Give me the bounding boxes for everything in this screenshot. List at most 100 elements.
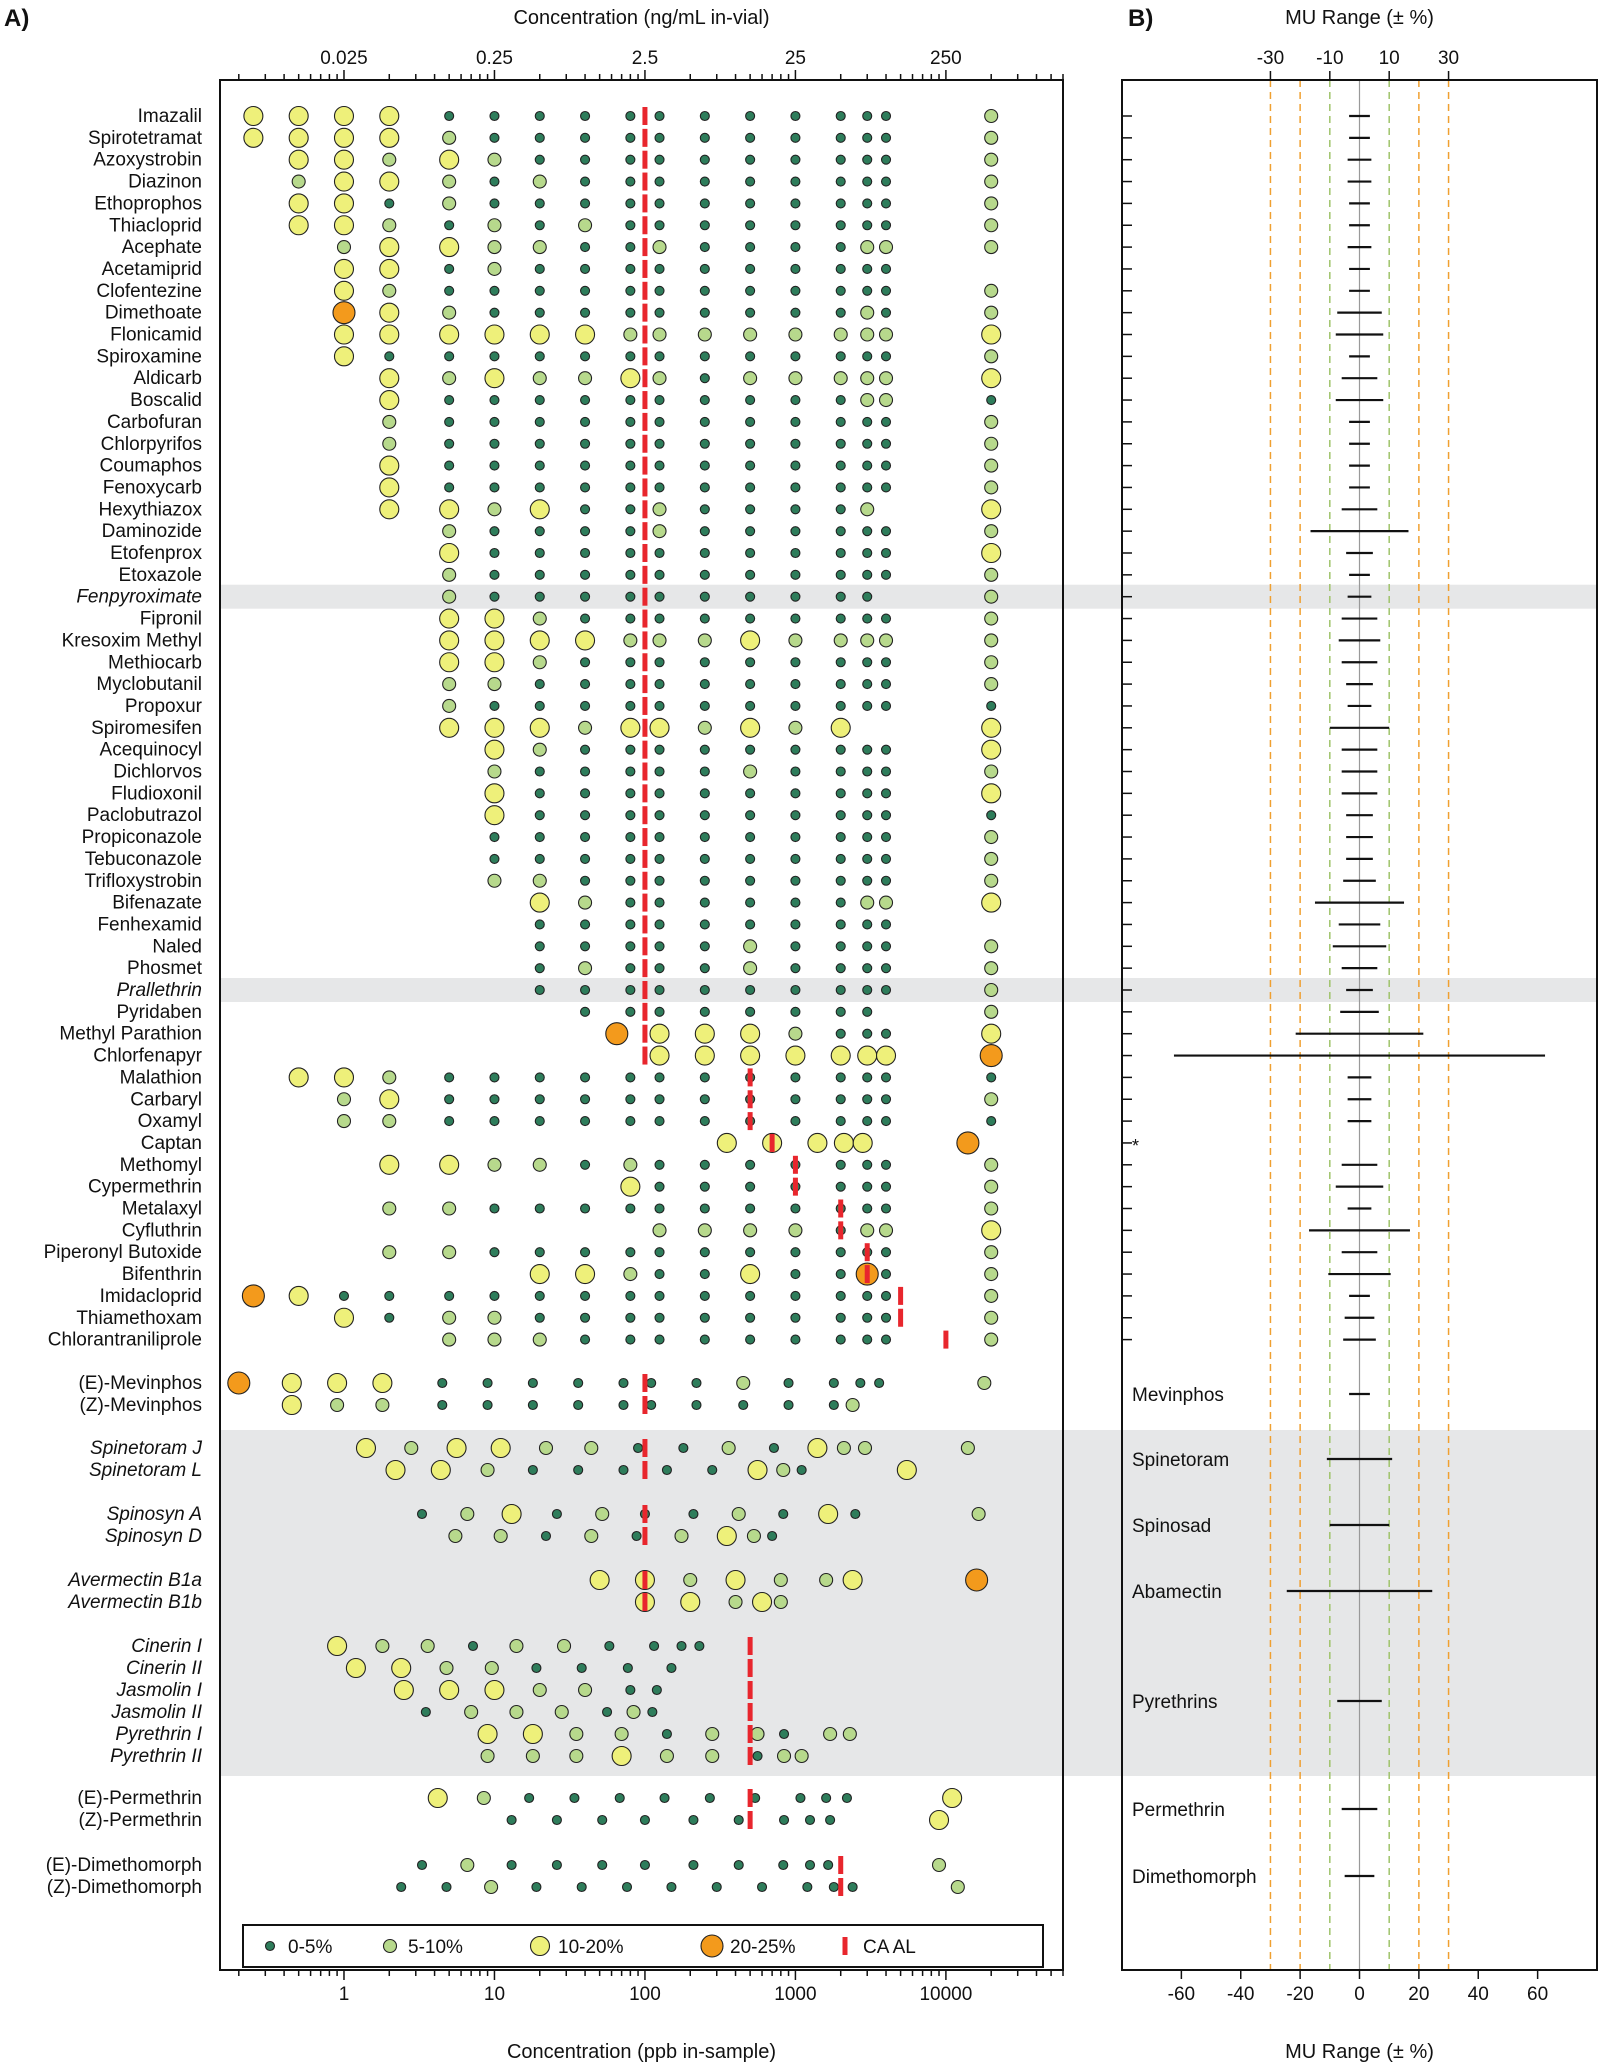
- data-point: [699, 154, 710, 165]
- data-point: [835, 1159, 846, 1170]
- data-point: [580, 1072, 591, 1083]
- data-point: [444, 1094, 455, 1105]
- data-point: [788, 1223, 803, 1238]
- data-point: [580, 132, 591, 143]
- data-point: [680, 1591, 701, 1613]
- data-point: [534, 198, 545, 209]
- data-point: [984, 939, 999, 954]
- data-point: [790, 679, 801, 690]
- data-point: [699, 613, 710, 624]
- row-label: Tebuconazole: [85, 849, 202, 870]
- mu-x-tick-label: 40: [1468, 1984, 1489, 2005]
- data-point: [788, 633, 803, 648]
- row-label: Avermectin B1a: [67, 1570, 202, 1591]
- row-label: Hexythiazox: [99, 499, 203, 520]
- x-tick-label: 10000: [919, 1984, 972, 2005]
- data-point: [625, 547, 636, 559]
- data-point: [860, 371, 875, 386]
- data-point: [880, 1312, 892, 1323]
- data-point: [534, 766, 545, 777]
- data-point: [580, 1203, 591, 1214]
- data-point: [618, 1399, 629, 1411]
- ca-al-marker: [769, 1133, 775, 1152]
- data-point: [444, 285, 455, 296]
- row-label: Jasmolin II: [110, 1702, 203, 1723]
- data-point: [534, 547, 545, 559]
- data-point: [745, 482, 756, 493]
- legend-label: 10-20%: [558, 1937, 624, 1958]
- data-point: [880, 744, 892, 755]
- data-point: [489, 110, 500, 122]
- data-point: [880, 941, 892, 952]
- data-point: [790, 176, 801, 187]
- data-point: [333, 149, 355, 170]
- ca-al-marker: [747, 1659, 753, 1677]
- data-point: [654, 438, 665, 449]
- data-point: [444, 482, 455, 493]
- data-point: [802, 1881, 813, 1893]
- data-point: [688, 1508, 699, 1520]
- legend-ca-al-swatch: [842, 1937, 848, 1955]
- data-point: [556, 1638, 572, 1654]
- data-point: [699, 831, 710, 843]
- data-point: [835, 1006, 846, 1017]
- data-point: [694, 1640, 705, 1652]
- data-point: [652, 633, 667, 648]
- data-point: [862, 941, 873, 952]
- data-point: [580, 263, 591, 275]
- data-point: [862, 831, 873, 843]
- data-point: [880, 307, 892, 318]
- x-tick-label: 1: [339, 1984, 350, 2005]
- data-point: [880, 1028, 892, 1039]
- ca-al-marker: [747, 1068, 753, 1087]
- data-point: [489, 700, 500, 712]
- data-point: [442, 698, 457, 714]
- data-point: [430, 1459, 451, 1481]
- data-point: [807, 1132, 828, 1153]
- data-point: [699, 1334, 710, 1345]
- data-point: [487, 502, 502, 517]
- row-label: Acetamiprid: [102, 259, 202, 280]
- data-point: [281, 1394, 302, 1416]
- data-point: [489, 351, 500, 362]
- data-point: [243, 105, 264, 127]
- data-point: [489, 591, 500, 602]
- row-label: Coumaphos: [100, 456, 202, 477]
- data-point: [487, 261, 502, 277]
- ca-al-marker: [838, 1856, 844, 1874]
- data-point: [654, 547, 665, 559]
- data-point: [631, 1530, 642, 1542]
- data-point: [965, 1568, 989, 1592]
- data-point: [482, 1377, 493, 1389]
- data-point: [880, 810, 892, 821]
- data-point: [442, 677, 457, 692]
- data-point: [532, 1332, 547, 1347]
- data-point: [575, 324, 596, 345]
- data-point: [790, 547, 801, 559]
- data-point: [439, 630, 460, 651]
- data-point: [707, 1464, 718, 1476]
- ca-al-marker: [642, 544, 648, 562]
- legend-label: 20-25%: [730, 1937, 796, 1958]
- data-point: [860, 240, 875, 255]
- data-point: [981, 368, 1002, 389]
- data-point: [862, 700, 873, 712]
- data-point: [625, 132, 636, 143]
- data-point: [794, 1748, 809, 1764]
- data-point: [654, 307, 665, 318]
- data-point: [439, 652, 460, 673]
- data-point: [625, 1072, 636, 1083]
- data-point: [699, 373, 710, 384]
- data-point: [654, 1159, 665, 1170]
- data-point: [482, 1399, 493, 1411]
- row-label: Azoxystrobin: [93, 150, 202, 171]
- ca-al-marker: [642, 587, 648, 606]
- data-point: [506, 1859, 517, 1871]
- data-point: [835, 438, 846, 449]
- data-point: [625, 984, 636, 996]
- mu-x2-tick-label: 30: [1438, 48, 1459, 69]
- data-point: [699, 744, 710, 755]
- row-label: Acequinocyl: [100, 740, 202, 761]
- data-point: [981, 739, 1002, 760]
- ca-al-marker: [838, 1221, 844, 1240]
